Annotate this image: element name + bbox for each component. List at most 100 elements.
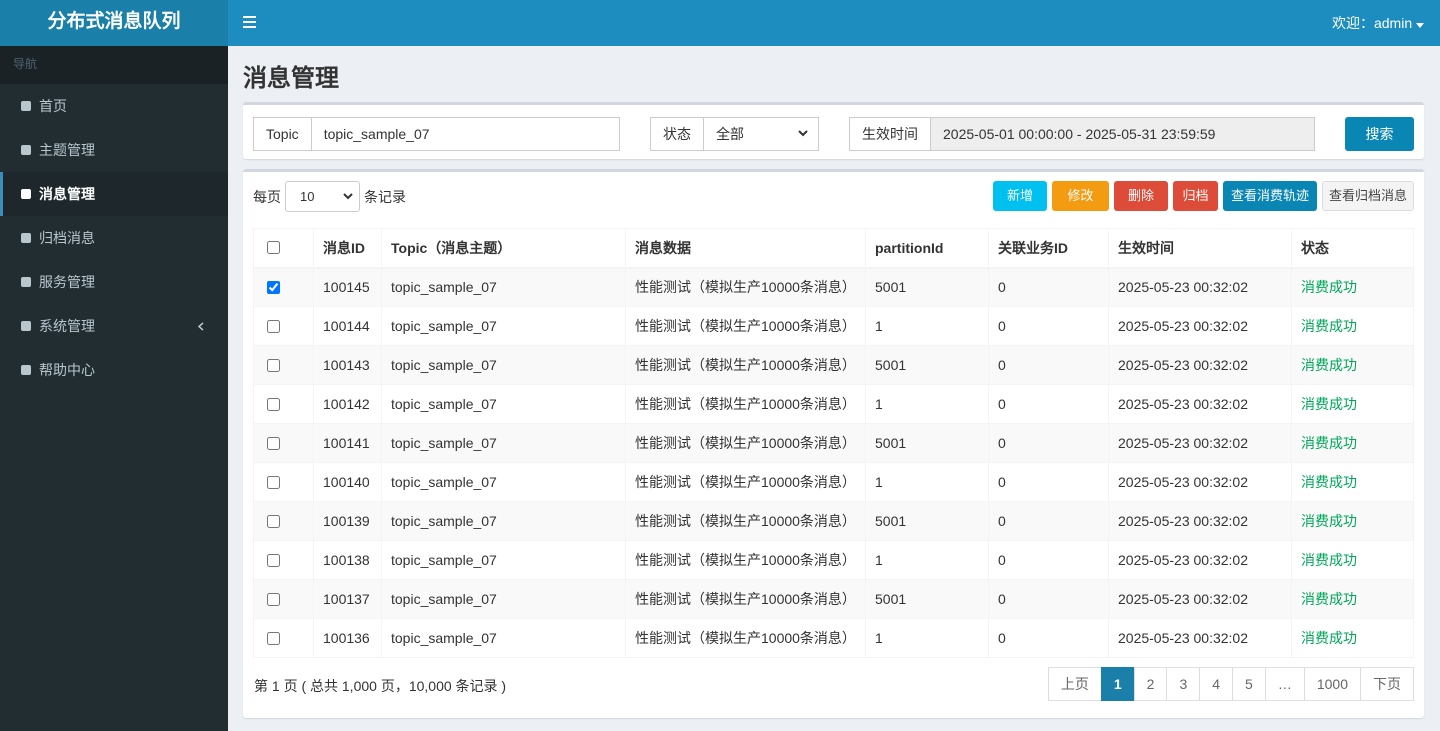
cell: 性能测试（模拟生产10000条消息） (625, 462, 866, 502)
page-link[interactable]: 1 (1100, 667, 1135, 701)
page-link[interactable]: 1000 (1303, 667, 1361, 701)
cell: 0 (988, 384, 1109, 424)
cell (253, 462, 314, 502)
nav-item[interactable]: 系统管理 (0, 304, 228, 348)
row-checkbox[interactable] (267, 475, 280, 489)
menu-toggle[interactable] (243, 16, 256, 28)
status-select[interactable]: 状态 全部 (650, 117, 819, 151)
brand[interactable]: 分布式消息队列 (0, 0, 228, 46)
top-header: 欢迎：admin (228, 0, 1440, 46)
cell: 0 (988, 267, 1109, 307)
cell: 2025-05-23 00:32:02 (1108, 462, 1292, 502)
cell: 1 (865, 462, 989, 502)
row-checkbox[interactable] (267, 436, 280, 450)
toolbar-button[interactable]: 查看归档消息 (1322, 181, 1414, 211)
row-checkbox[interactable] (267, 397, 280, 411)
nav-label: 归档消息 (39, 230, 95, 246)
cell: 2025-05-23 00:32:02 (1108, 384, 1292, 424)
row-checkbox[interactable] (267, 631, 280, 645)
header-cell: partitionId (865, 228, 989, 269)
toolbar-button[interactable]: 删除 (1114, 181, 1168, 211)
nav-item[interactable]: 服务管理 (0, 260, 228, 304)
cell: 100145 (313, 267, 382, 307)
page-link[interactable]: 4 (1199, 667, 1234, 701)
cell: 100142 (313, 384, 382, 424)
cell: 性能测试（模拟生产10000条消息） (625, 345, 866, 385)
topic-input[interactable]: Topic topic_sample_07 (253, 117, 620, 151)
page-link[interactable]: 2 (1133, 667, 1168, 701)
cell: 性能测试（模拟生产10000条消息） (625, 267, 866, 307)
page-summary: 第 1 页 ( 总共 1,000 页，10,000 条记录 ) (254, 678, 507, 694)
nav-label: 消息管理 (39, 186, 95, 202)
select-all-checkbox[interactable] (267, 241, 280, 255)
filter-box: Topic topic_sample_07 状态 全部 生效时间 2025-05-01… (243, 102, 1424, 159)
cell: 消费成功 (1291, 423, 1414, 463)
table-row: 100137 topic_sample_07 性能测试（模拟生产10000条消息） 5… (253, 579, 1414, 619)
cell: 0 (988, 462, 1109, 502)
toolbar-button[interactable]: 修改 (1052, 181, 1109, 211)
row-checkbox[interactable] (267, 592, 280, 606)
nav-item[interactable]: 帮助中心 (0, 348, 228, 392)
page-link[interactable]: 3 (1166, 667, 1201, 701)
page-link[interactable]: 下页 (1360, 667, 1414, 701)
page-link[interactable]: 上页 (1047, 667, 1102, 701)
cell: 2025-05-23 00:32:02 (1108, 501, 1292, 541)
cell: topic_sample_07 (381, 423, 626, 463)
cell: topic_sample_07 (381, 501, 626, 541)
cell: 性能测试（模拟生产10000条消息） (625, 306, 866, 346)
cell: 性能测试（模拟生产10000条消息） (625, 384, 866, 424)
cell: 100141 (313, 423, 382, 463)
nav-item[interactable]: 归档消息 (0, 216, 228, 260)
header-cell: 状态 (1291, 228, 1414, 269)
nav-label: 服务管理 (39, 274, 95, 290)
user-menu[interactable]: 欢迎：admin (1332, 13, 1424, 33)
cell: 消费成功 (1291, 345, 1414, 385)
row-checkbox[interactable] (267, 514, 280, 528)
table-row: 100143 topic_sample_07 性能测试（模拟生产10000条消息） 5… (253, 345, 1414, 385)
row-checkbox[interactable] (267, 358, 280, 372)
cell: 消费成功 (1291, 540, 1414, 580)
nav-item[interactable]: 主题管理 (0, 128, 228, 172)
nav-item[interactable]: 消息管理 (0, 172, 228, 216)
header-cell (253, 228, 314, 269)
table-row: 100144 topic_sample_07 性能测试（模拟生产10000条消息） 1… (253, 306, 1414, 346)
cell: 性能测试（模拟生产10000条消息） (625, 540, 866, 580)
cell: 性能测试（模拟生产10000条消息） (625, 618, 866, 658)
cell: topic_sample_07 (381, 384, 626, 424)
cell (253, 618, 314, 658)
table-row: 100139 topic_sample_07 性能测试（模拟生产10000条消息） 5… (253, 501, 1414, 541)
nav-item[interactable]: 首页 (0, 84, 228, 128)
status-label: 状态 (651, 118, 704, 150)
cell: 2025-05-23 00:32:02 (1108, 267, 1292, 307)
cell: 2025-05-23 00:32:02 (1108, 306, 1292, 346)
nav-label: 帮助中心 (39, 362, 95, 378)
toolbar-button[interactable]: 归档 (1173, 181, 1218, 211)
cell: 消费成功 (1291, 618, 1414, 658)
nav-list: 首页 主题管理消息管理归档消息服务管理系统管理帮助中心 (0, 84, 228, 392)
row-checkbox[interactable] (267, 319, 280, 333)
per-page-select[interactable]: 10 (285, 181, 360, 212)
page-link[interactable]: … (1264, 667, 1305, 701)
cell: 100137 (313, 579, 382, 619)
header-cell: 消息ID (313, 228, 382, 269)
toolbar-button[interactable]: 查看消费轨迹 (1223, 181, 1317, 211)
per-page-prefix: 每页 (253, 188, 281, 205)
nav-label: 系统管理 (39, 318, 95, 334)
select-arrow (343, 193, 353, 200)
cell: 消费成功 (1291, 267, 1414, 307)
cell: 性能测试（模拟生产10000条消息） (625, 501, 866, 541)
search-button[interactable]: 搜索 (1345, 117, 1414, 151)
cell: topic_sample_07 (381, 579, 626, 619)
toolbar-button[interactable]: 新增 (993, 181, 1047, 211)
time-input[interactable]: 生效时间 2025-05-01 00:00:00 - 2025-05-31 23:… (849, 117, 1315, 151)
row-checkbox[interactable] (267, 280, 280, 294)
welcome-text: 欢迎：admin (1331, 15, 1413, 31)
cell: 5001 (865, 579, 989, 619)
cell: 2025-05-23 00:32:02 (1108, 618, 1292, 658)
cell: 100140 (313, 462, 382, 502)
page-link[interactable]: 5 (1232, 667, 1266, 701)
row-checkbox[interactable] (267, 553, 280, 567)
cell: 性能测试（模拟生产10000条消息） (625, 579, 866, 619)
cell: 5001 (865, 345, 989, 385)
